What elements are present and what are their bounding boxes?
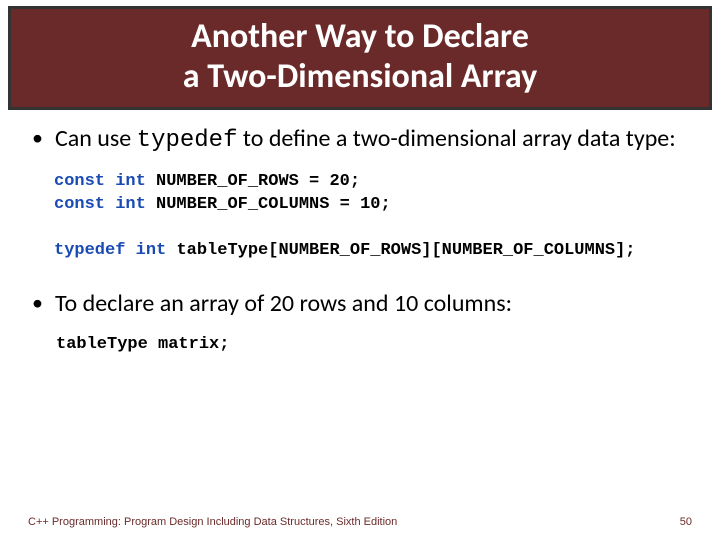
slide-title: Another Way to Declare a Two-Dimensional… xyxy=(21,17,699,97)
kw-int-1: int xyxy=(115,172,146,191)
footer: C++ Programming: Program Design Includin… xyxy=(28,516,692,528)
bullet-2-text: To declare an array of 20 rows and 10 co… xyxy=(55,289,512,320)
bullet-dot: • xyxy=(32,289,43,317)
bullet-1-text: Can use typedef to define a two-dimensio… xyxy=(55,124,676,157)
rows-decl: NUMBER_OF_ROWS = 20; xyxy=(156,172,360,191)
bullet-dot: • xyxy=(32,124,43,152)
code-block-2: tableType matrix; xyxy=(56,335,692,354)
bullet-1-suffix: to define a two-dimensional array data t… xyxy=(238,124,676,153)
kw-typedef: typedef xyxy=(54,241,125,260)
kw-int-3: int xyxy=(136,241,167,260)
kw-int-2: int xyxy=(115,195,146,214)
slide-content: • Can use typedef to define a two-dimens… xyxy=(0,110,720,354)
footer-book: C++ Programming: Program Design Includin… xyxy=(28,516,397,528)
kw-const-1: const xyxy=(54,172,105,191)
kw-const-2: const xyxy=(54,195,105,214)
title-line2: a Two-Dimensional Array xyxy=(183,56,537,97)
bullet-1-prefix: Can use xyxy=(55,124,137,153)
cols-decl: NUMBER_OF_COLUMNS = 10; xyxy=(156,195,391,214)
bullet-1: • Can use typedef to define a two-dimens… xyxy=(28,124,692,157)
title-line1: Another Way to Declare xyxy=(191,16,529,57)
title-bar: Another Way to Declare a Two-Dimensional… xyxy=(8,6,712,110)
matrix-decl: tableType matrix; xyxy=(56,335,229,354)
bullet-1-code: typedef xyxy=(137,127,238,154)
code-block-1: const int NUMBER_OF_ROWS = 20; const int… xyxy=(54,171,692,263)
bullet-2: • To declare an array of 20 rows and 10 … xyxy=(28,289,692,320)
footer-page: 50 xyxy=(680,516,692,528)
typedef-tail: tableType[NUMBER_OF_ROWS][NUMBER_OF_COLU… xyxy=(176,241,635,260)
